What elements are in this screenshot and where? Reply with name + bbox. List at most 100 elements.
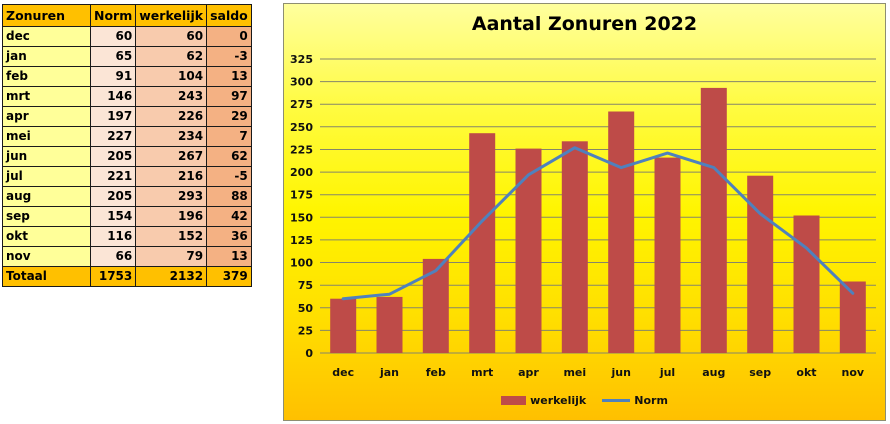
cell-norm[interactable]: 205 xyxy=(89,146,137,167)
cell-werkelijk[interactable]: 267 xyxy=(135,146,208,167)
bar-dec[interactable] xyxy=(330,298,357,353)
x-axis-label: aug xyxy=(702,366,725,379)
cell-saldo[interactable]: -3 xyxy=(206,46,252,67)
cell-norm[interactable]: 227 xyxy=(89,126,137,147)
col-header-norm[interactable]: Norm xyxy=(89,4,137,27)
x-axis-label: sep xyxy=(749,366,771,379)
table-row: mei 227 234 7 xyxy=(2,126,252,147)
cell-werkelijk[interactable]: 226 xyxy=(135,106,208,127)
cell-norm[interactable]: 146 xyxy=(89,86,137,107)
cell-norm[interactable]: 197 xyxy=(89,106,137,127)
cell-saldo[interactable]: 0 xyxy=(206,26,252,47)
legend-item-werkelijk[interactable]: werkelijk xyxy=(501,394,586,407)
bar-jun[interactable] xyxy=(608,111,635,354)
cell-werkelijk[interactable]: 152 xyxy=(135,226,208,247)
cell-saldo[interactable]: 62 xyxy=(206,146,252,167)
norm-series-swatch-icon xyxy=(602,399,631,402)
col-header-saldo[interactable]: saldo xyxy=(206,4,252,27)
cell-werkelijk[interactable]: 196 xyxy=(135,206,208,227)
table-row: nov 66 79 13 xyxy=(2,246,252,267)
cell-month[interactable]: okt xyxy=(2,226,91,247)
col-header-werkelijk[interactable]: werkelijk xyxy=(135,4,208,27)
total-saldo-cell[interactable]: 379 xyxy=(206,266,252,287)
cell-norm[interactable]: 60 xyxy=(89,26,137,47)
cell-saldo[interactable]: 13 xyxy=(206,66,252,87)
total-label-cell[interactable]: Totaal xyxy=(2,266,91,287)
y-axis-label: 200 xyxy=(290,166,313,179)
y-axis-label: 50 xyxy=(298,302,314,315)
x-axis-label: nov xyxy=(842,366,865,379)
norm-line[interactable] xyxy=(341,146,855,301)
cell-werkelijk[interactable]: 60 xyxy=(135,26,208,47)
cell-werkelijk[interactable]: 216 xyxy=(135,166,208,187)
cell-saldo[interactable]: 29 xyxy=(206,106,252,127)
table-total-row: Totaal 1753 2132 379 xyxy=(2,266,252,287)
table-row: apr 197 226 29 xyxy=(2,106,252,127)
table-row: sep 154 196 42 xyxy=(2,206,252,227)
cell-month[interactable]: jul xyxy=(2,166,91,187)
y-axis-label: 325 xyxy=(290,53,313,66)
cell-month[interactable]: sep xyxy=(2,206,91,227)
y-axis-label: 75 xyxy=(298,279,313,292)
bar-aug[interactable] xyxy=(700,87,727,354)
cell-norm[interactable]: 116 xyxy=(89,226,137,247)
table-row: okt 116 152 36 xyxy=(2,226,252,247)
cell-month[interactable]: apr xyxy=(2,106,91,127)
bar-apr[interactable] xyxy=(515,148,542,353)
cell-month[interactable]: feb xyxy=(2,66,91,87)
cell-werkelijk[interactable]: 79 xyxy=(135,246,208,267)
cell-norm[interactable]: 205 xyxy=(89,186,137,207)
cell-norm[interactable]: 91 xyxy=(89,66,137,87)
cell-month[interactable]: aug xyxy=(2,186,91,207)
cell-norm[interactable]: 66 xyxy=(89,246,137,267)
cell-saldo[interactable]: 88 xyxy=(206,186,252,207)
col-header-zonuren[interactable]: Zonuren xyxy=(2,4,91,27)
cell-saldo[interactable]: 13 xyxy=(206,246,252,267)
cell-werkelijk[interactable]: 293 xyxy=(135,186,208,207)
total-norm-cell[interactable]: 1753 xyxy=(89,266,137,287)
chart[interactable]: 0 25 50 75 100 125 150 175 200 225 250 275 300 325 dec… xyxy=(283,3,886,421)
bar-mrt[interactable] xyxy=(469,133,496,353)
y-axis-label: 225 xyxy=(290,144,313,157)
cell-saldo[interactable]: 7 xyxy=(206,126,252,147)
spreadsheet-table: Zonuren Norm werkelijk saldo dec 60 60 0 jan… xyxy=(2,4,252,287)
table-row: dec 60 60 0 xyxy=(2,26,252,47)
bar-sep[interactable] xyxy=(747,175,774,353)
cell-werkelijk[interactable]: 243 xyxy=(135,86,208,107)
bar-okt[interactable] xyxy=(793,215,820,354)
cell-month[interactable]: dec xyxy=(2,26,91,47)
bar-mei[interactable] xyxy=(561,141,588,353)
table-row: feb 91 104 13 xyxy=(2,66,252,87)
cell-werkelijk[interactable]: 234 xyxy=(135,126,208,147)
table-row: jan 65 62 -3 xyxy=(2,46,252,67)
x-axis-label: jun xyxy=(610,366,630,379)
bar-jul[interactable] xyxy=(654,157,681,353)
table-row: aug 205 293 88 xyxy=(2,186,252,207)
cell-month[interactable]: mei xyxy=(2,126,91,147)
cell-month[interactable]: mrt xyxy=(2,86,91,107)
cell-werkelijk[interactable]: 104 xyxy=(135,66,208,87)
y-axis-label: 125 xyxy=(290,234,313,247)
cell-saldo[interactable]: 97 xyxy=(206,86,252,107)
cell-saldo[interactable]: 42 xyxy=(206,206,252,227)
x-axis-label: mrt xyxy=(471,366,493,379)
cell-saldo[interactable]: -5 xyxy=(206,166,252,187)
cell-norm[interactable]: 221 xyxy=(89,166,137,187)
cell-werkelijk[interactable]: 62 xyxy=(135,46,208,67)
bar-feb[interactable] xyxy=(422,258,449,353)
legend-item-norm[interactable]: Norm xyxy=(602,394,668,407)
chart-title: Aantal Zonuren 2022 xyxy=(471,13,698,35)
cell-month[interactable]: jun xyxy=(2,146,91,167)
x-axis-label: apr xyxy=(518,366,539,379)
cell-saldo[interactable]: 36 xyxy=(206,226,252,247)
cell-norm[interactable]: 65 xyxy=(89,46,137,67)
total-werkelijk-cell[interactable]: 2132 xyxy=(135,266,208,287)
table-header-row: Zonuren Norm werkelijk saldo xyxy=(2,4,252,27)
bar-jan[interactable] xyxy=(376,296,403,353)
cell-norm[interactable]: 154 xyxy=(89,206,137,227)
y-axis-label: 300 xyxy=(290,76,313,89)
cell-month[interactable]: jan xyxy=(2,46,91,67)
x-axis-label: feb xyxy=(426,366,446,379)
chart-canvas: 0 25 50 75 100 125 150 175 200 225 250 275 300 325 dec… xyxy=(290,53,876,379)
cell-month[interactable]: nov xyxy=(2,246,91,267)
